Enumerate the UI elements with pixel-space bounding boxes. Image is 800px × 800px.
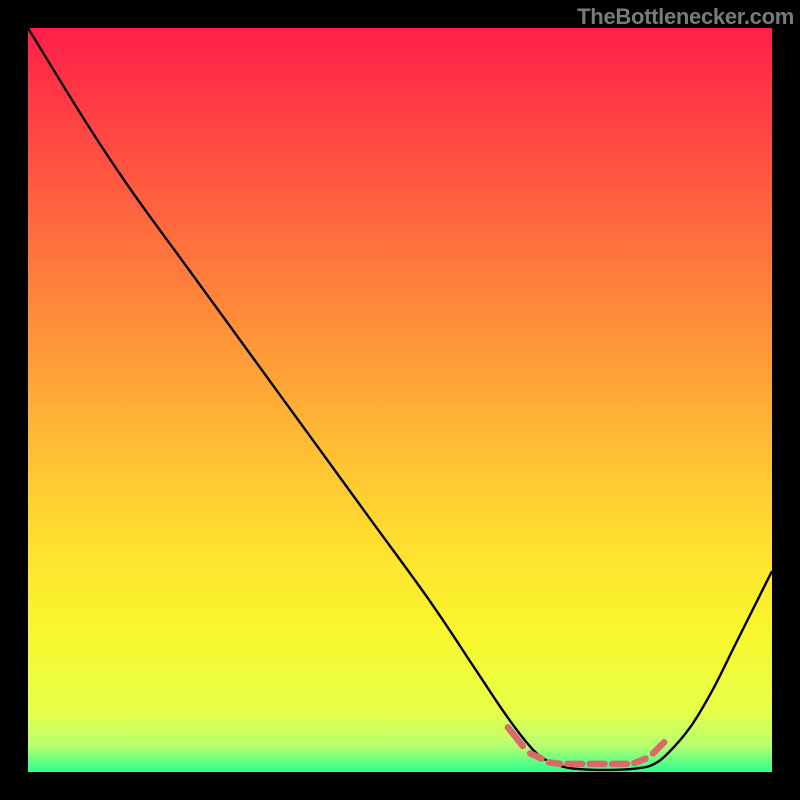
chart-outer-frame: TheBottlenecker.com <box>0 0 800 800</box>
plot-area <box>28 28 772 772</box>
chart-svg <box>28 28 772 772</box>
gradient-background <box>28 28 772 772</box>
valley-dash <box>634 759 645 763</box>
valley-dash <box>549 762 560 763</box>
attribution-label: TheBottlenecker.com <box>577 4 794 30</box>
